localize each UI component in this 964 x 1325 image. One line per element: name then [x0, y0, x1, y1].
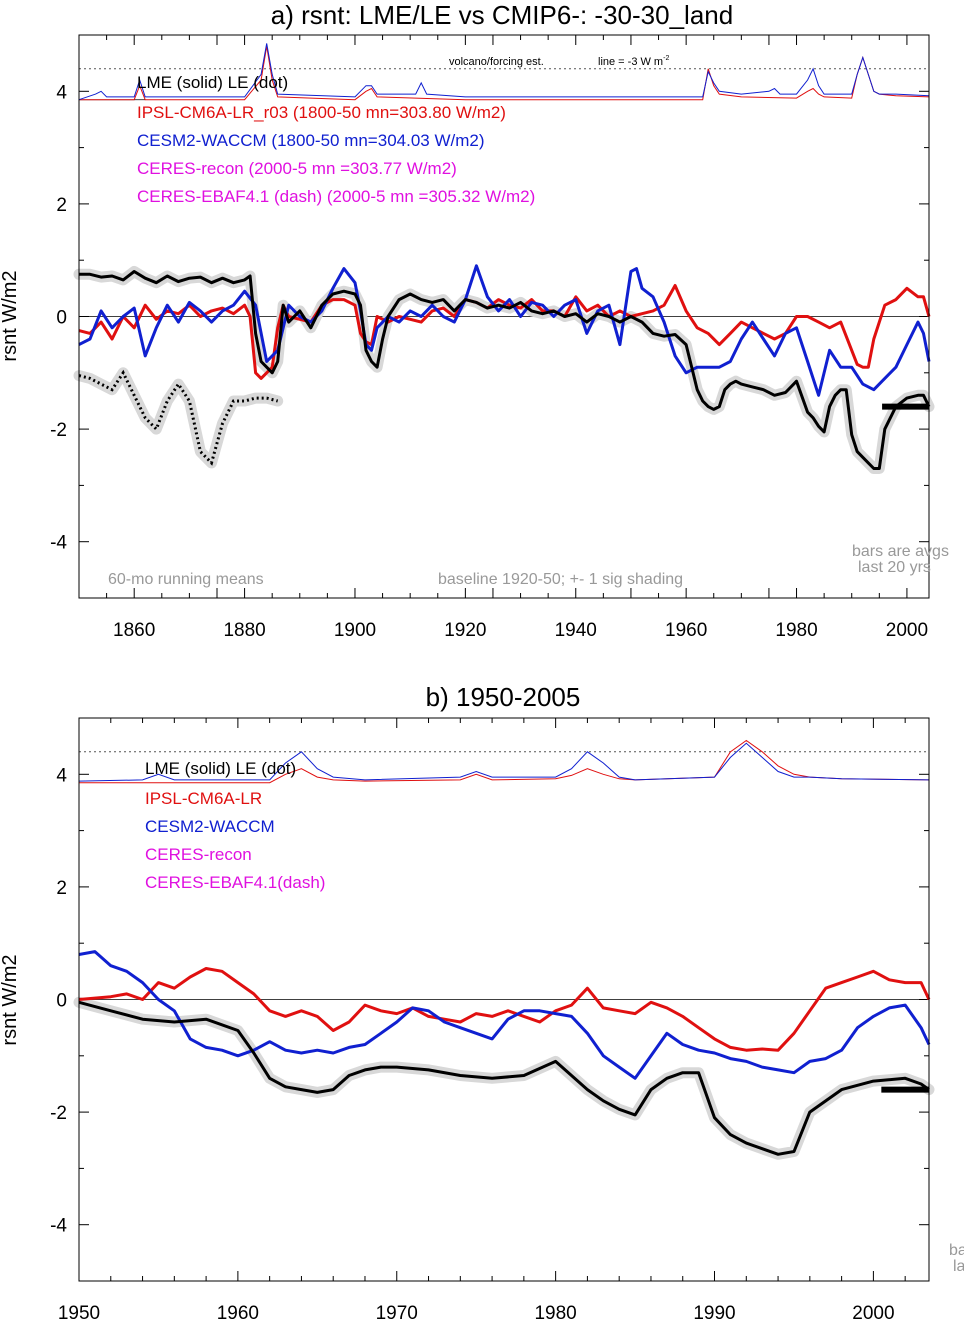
panel-a-x-tick-label: 1920 [444, 620, 486, 641]
panel-b-legend-ceres-recon: CERES-recon [145, 845, 252, 864]
panel-b-legend-cesm: CESM2-WACCM [145, 817, 275, 836]
panel-a-bars-note-2: last 20 yrs [858, 559, 931, 576]
panel-a: a) rsnt: LME/LE vs CMIP6-: -30-30_land r… [0, 0, 949, 641]
panel-a-y-axis-label: rsnt W/m2 [0, 270, 21, 361]
panel-b-series [73, 739, 935, 1160]
panel-b-x-tick-label: 2000 [852, 1303, 894, 1324]
panel-a-y-tick-label: -4 [50, 533, 67, 554]
panel-b-x-tick-label: 1970 [376, 1303, 418, 1324]
panel-a-y-tick-label: -2 [50, 420, 67, 441]
panel-a-legend-cesm: CESM2-WACCM (1800-50 mn=304.03 W/m2) [137, 131, 485, 150]
panel-b-y-tick-label: 2 [56, 878, 67, 899]
panel-a-line-scale-note: line = -3 W m-2 [598, 55, 669, 68]
panel-b-y-axis-label: rsnt W/m2 [0, 954, 21, 1045]
panel-a-x-tick-label: 1960 [665, 620, 707, 641]
panel-a-y-tick-label: 4 [56, 82, 67, 103]
panel-b: b) 1950-2005 rsnt W/m2 -4 -2 0 2 4 1950 1960 19… [0, 682, 964, 1324]
panel-b-cesm-forcing-line [78, 742, 930, 782]
panel-b-ipsl-forcing-line [79, 739, 930, 784]
panel-a-legend-ceres-ebaf: CERES-EBAF4.1 (dash) (2000-5 mn =305.32 … [137, 187, 535, 206]
panel-b-x-tick-label: 1990 [693, 1303, 735, 1324]
panel-a-legend-lme-le: LME (solid) LE (dot) [137, 73, 288, 92]
panel-a-baseline-note: baseline 1920-50; +- 1 sig shading [438, 571, 683, 588]
panel-b-legend-ipsl: IPSL-CM6A-LR [145, 789, 262, 808]
panel-a-volcano-note: volcano/forcing est. [449, 56, 544, 68]
panel-a-x-tick-label: 2000 [886, 620, 928, 641]
panel-b-bars-note-2: la [953, 1258, 964, 1275]
panel-b-y-tick-label: 0 [56, 991, 67, 1012]
panel-b-title: b) 1950-2005 [426, 682, 581, 712]
panel-a-legend-ceres-recon: CERES-recon (2000-5 mn =303.77 W/m2) [137, 159, 457, 178]
panel-b-ipsl-line [78, 967, 931, 1052]
panel-a-le-line [78, 369, 279, 466]
panel-a-x-tick-label: 1980 [775, 620, 817, 641]
panel-a-x-tick-label: 1860 [113, 620, 155, 641]
panel-a-bars-note-1: bars are avgs [852, 543, 949, 560]
panel-a-title: a) rsnt: LME/LE vs CMIP6-: -30-30_land [271, 0, 733, 30]
panel-b-cesm-line [78, 950, 931, 1080]
panel-a-cesm-forcing-line [78, 43, 930, 101]
panel-b-lme-line [78, 1000, 930, 1156]
panel-b-bars-note-1: ba [949, 1242, 964, 1259]
panel-a-x-tick-label: 1880 [223, 620, 265, 641]
panel-a-frame [78, 34, 930, 599]
panel-b-y-tick-label: -4 [50, 1216, 67, 1237]
panel-b-axes: -4 -2 0 2 4 1950 1960 1970 1980 1990 2000 [50, 717, 929, 1324]
panel-a-series [73, 43, 935, 474]
panel-b-legend-lme-le: LME (solid) LE (dot) [145, 759, 296, 778]
panel-b-x-tick-label: 1950 [58, 1303, 100, 1324]
panel-b-legend-ceres-ebaf: CERES-EBAF4.1(dash) [145, 873, 325, 892]
panel-b-y-tick-label: -2 [50, 1103, 67, 1124]
panel-a-x-tick-label: 1940 [555, 620, 597, 641]
panel-a-x-tick-label: 1900 [334, 620, 376, 641]
panel-a-lme-line [79, 270, 931, 470]
panel-a-ipsl-line [78, 284, 931, 380]
panel-a-axes: -4 -2 0 2 4 1860 1880 1900 1920 1940 1960 1980 2000 [50, 34, 929, 641]
panel-a-y-tick-label: 2 [56, 195, 67, 216]
panel-a-legend-ipsl: IPSL-CM6A-LR_r03 (1800-50 mn=303.80 W/m2… [137, 103, 506, 122]
panel-b-x-tick-label: 1980 [534, 1303, 576, 1324]
panel-b-y-tick-label: 4 [56, 765, 67, 786]
panel-b-frame [78, 717, 930, 1282]
panel-a-running-mean-note: 60-mo running means [108, 571, 264, 588]
panel-b-x-tick-label: 1960 [217, 1303, 259, 1324]
panel-a-y-tick-label: 0 [56, 308, 67, 329]
